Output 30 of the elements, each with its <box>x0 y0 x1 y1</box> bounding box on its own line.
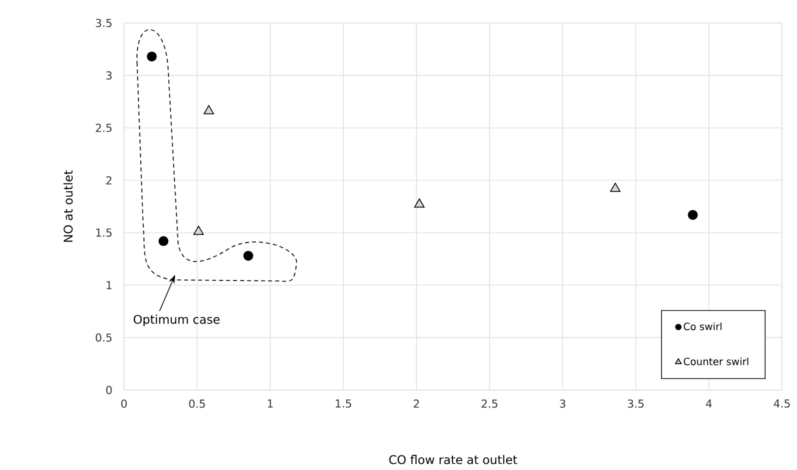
y-tick-label: 1.5 <box>96 228 112 237</box>
y-axis-title: NO at outlet <box>63 170 73 242</box>
x-tick-label: 1 <box>268 400 273 408</box>
legend-label: Co swirl <box>684 322 722 330</box>
point <box>243 250 254 261</box>
y-tick-label: 1 <box>106 281 112 290</box>
y-tick-label: 3 <box>106 71 112 80</box>
x-tick-label: 4 <box>706 400 712 408</box>
x-tick-label: 3 <box>560 400 566 408</box>
x-tick-label: 2 <box>414 400 419 408</box>
y-tick-label: 2.5 <box>96 124 112 132</box>
x-tick-label: 4.5 <box>774 400 790 408</box>
annotation: Optimum case <box>134 314 220 326</box>
x-tick-label: 0 <box>121 400 127 408</box>
point <box>204 105 214 114</box>
x-tick-label: 1.5 <box>336 400 352 408</box>
point <box>193 226 204 235</box>
y-tick-label: 3.5 <box>96 18 112 28</box>
x-axis-title: CO flow rate at outlet <box>389 454 518 464</box>
point <box>610 182 621 192</box>
legend-label: Counter swirl <box>684 358 748 366</box>
x-tick-label: 2.5 <box>482 400 498 408</box>
point <box>414 198 425 208</box>
point <box>688 210 698 220</box>
y-tick-label: 2 <box>106 176 112 184</box>
y-tick-label: 0 <box>106 386 112 394</box>
point <box>158 236 168 246</box>
y-tick-label: 0.5 <box>96 333 112 342</box>
x-tick-label: 3.5 <box>628 400 644 408</box>
x-tick-label: 0.5 <box>189 400 205 408</box>
